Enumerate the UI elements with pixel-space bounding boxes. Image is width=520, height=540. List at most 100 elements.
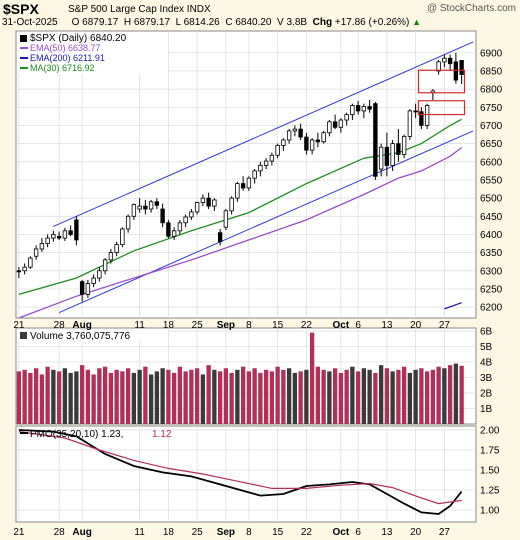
candle-body xyxy=(321,132,326,143)
volume-bar xyxy=(355,371,361,424)
candle-body xyxy=(413,110,418,113)
volume-bar xyxy=(200,374,206,424)
candle-body xyxy=(183,216,188,224)
volume-bar xyxy=(413,369,418,424)
candle-body xyxy=(45,237,50,244)
volume-bar xyxy=(315,366,321,424)
candle-body xyxy=(194,202,200,213)
legend-entry: MA(30) 6716.92 xyxy=(30,63,95,73)
candle-body xyxy=(62,230,68,239)
volume-bar xyxy=(344,369,349,424)
price-legend-bg xyxy=(18,32,168,74)
volume-bar xyxy=(28,372,33,424)
volume-tick-label: 5B xyxy=(480,342,493,353)
x-tick-label: Oct xyxy=(333,320,350,331)
candle-body xyxy=(102,259,108,272)
price-frame xyxy=(15,30,477,319)
volume-bar xyxy=(45,366,50,424)
volume-legend-bg xyxy=(18,329,168,341)
symbol: $SPX xyxy=(3,1,39,17)
high-label: H xyxy=(123,17,132,28)
price-plot-area xyxy=(16,41,474,318)
volume-bar xyxy=(252,368,257,424)
volume-bar xyxy=(154,371,160,424)
candle-body xyxy=(97,270,102,279)
highlight-box xyxy=(417,100,466,116)
pmo-signal-line xyxy=(18,431,462,505)
candle-body xyxy=(229,197,234,212)
x-tick-label-bottom: 11 xyxy=(134,527,145,538)
volume-bar xyxy=(160,368,165,424)
candle-body xyxy=(344,114,349,121)
candle-body xyxy=(269,154,275,162)
price-panel: 6200 6250 6300 6350 6400 6450 6500 6550 6600 6650… xyxy=(15,30,503,319)
pmo-legend-signal: 1.12 xyxy=(152,429,172,440)
x-tick-label-bottom: 27 xyxy=(439,527,451,538)
candle-body xyxy=(212,199,217,207)
candle-body xyxy=(459,60,464,75)
candle-body xyxy=(137,205,142,210)
volume-bar xyxy=(263,369,269,424)
pmo-tick-label: 1.25 xyxy=(480,486,500,497)
candle-body xyxy=(120,228,125,246)
volume-bar xyxy=(33,368,39,424)
legend-entry: EMA(200) 6211.91 xyxy=(30,53,105,63)
price-tick-label: 6650 xyxy=(480,139,503,150)
x-tick-label-bottom: 22 xyxy=(301,527,313,538)
price-title: $SPX (Daily) 6840.20 xyxy=(30,33,127,44)
volume-bar xyxy=(424,371,430,424)
volume-panel: 1B 2B 3B 4B 5B 6B Volume 3,760,075,776 xyxy=(15,327,493,425)
volume-tick-label: 1B xyxy=(480,404,493,415)
quote-line: 31-Oct-2025 O 6879.17 H 6879.17 L 6814.26… xyxy=(2,17,421,28)
candle-body xyxy=(223,210,229,228)
volume-bar xyxy=(338,372,344,424)
volume-bar xyxy=(125,368,131,424)
candle-body xyxy=(56,235,62,239)
x-tick-label-bottom: Aug xyxy=(72,527,91,538)
volume-bar xyxy=(74,371,79,424)
x-tick-label-bottom: 20 xyxy=(410,527,422,538)
candle-body xyxy=(401,135,407,155)
legend-entry: EMA(50) 6638.77 xyxy=(30,43,101,53)
volume-bar xyxy=(16,371,22,424)
price-tick-label: 6450 xyxy=(480,212,503,223)
pmo-tick-label: 1.75 xyxy=(480,446,500,457)
volume-bar xyxy=(102,366,108,424)
volume-bar xyxy=(22,369,27,424)
x-tick-label: 22 xyxy=(301,320,313,331)
x-tick-label: 21 xyxy=(13,320,25,331)
candle-body xyxy=(108,252,114,261)
price-tick-label: 6700 xyxy=(480,121,503,132)
volume-bar xyxy=(62,368,68,424)
candle-body xyxy=(378,146,384,170)
volume-bar xyxy=(396,369,401,424)
volume-bar xyxy=(269,371,275,424)
candle-body xyxy=(292,128,298,132)
x-tick-label: Aug xyxy=(72,320,91,331)
volume-bar xyxy=(91,374,96,424)
volume-bar xyxy=(246,371,252,424)
pmo-panel: 1.00 1.25 1.50 1.75 2.00 PMO(35,20,10) 1.23, 1… xyxy=(15,425,500,523)
candle-body xyxy=(338,119,344,128)
x-tick-label: 8 xyxy=(246,320,252,331)
chart-header: $SPX S&P 500 Large Cap Index INDX @ Stoc… xyxy=(0,0,520,30)
volume-title: Volume 3,760,075,776 xyxy=(30,331,131,342)
volume-bar xyxy=(419,368,424,424)
x-tick-label: 25 xyxy=(192,320,204,331)
candle-body xyxy=(189,211,194,218)
change-value: +17.86 (+0.26%) xyxy=(334,17,410,28)
candle-body xyxy=(200,197,206,203)
watermark[interactable]: @ StockCharts.com xyxy=(426,3,516,14)
quote-date: 31-Oct-2025 xyxy=(2,17,58,28)
volume-bar xyxy=(327,371,332,424)
volume-bar xyxy=(148,374,154,424)
price-tick-label: 6900 xyxy=(480,48,503,59)
volume-bar xyxy=(131,372,137,424)
candle-body xyxy=(453,61,459,81)
candle-body xyxy=(91,277,96,284)
series-ema50-line xyxy=(18,147,462,318)
change-label: Chg xyxy=(312,17,333,28)
candle-body xyxy=(154,201,160,206)
